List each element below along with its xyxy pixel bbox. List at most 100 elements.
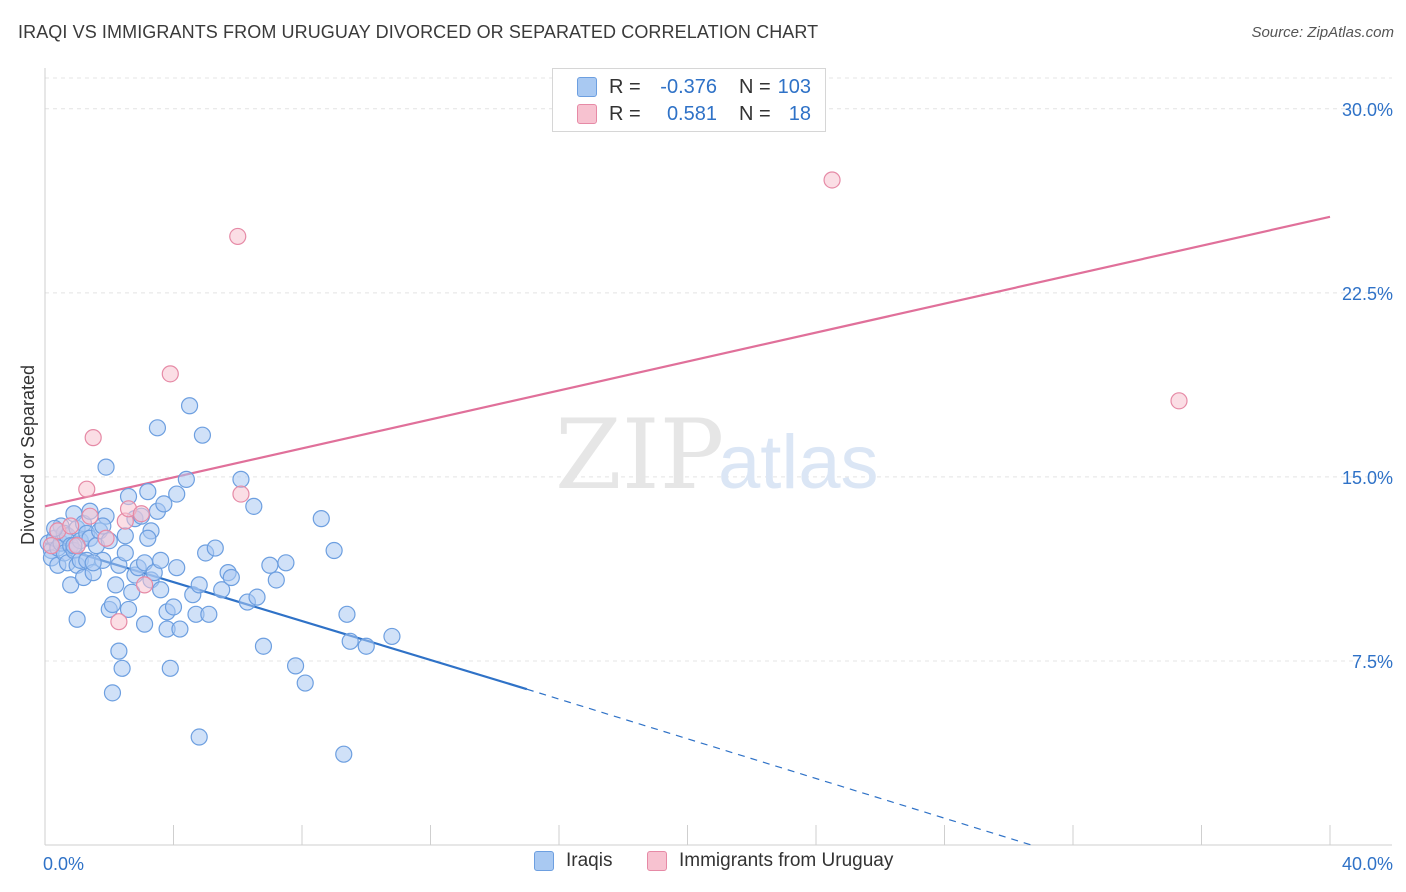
- trend-lines: [44, 215, 1331, 846]
- n-label: N =: [739, 102, 771, 125]
- iraqis-point: [164, 598, 183, 616]
- iraqis-point: [277, 554, 295, 572]
- iraqis-point: [103, 684, 122, 702]
- uruguay-point: [132, 505, 150, 523]
- iraqis-point: [254, 637, 273, 655]
- uruguay-point: [97, 529, 115, 547]
- uruguay-point: [110, 613, 128, 631]
- y-axis-label: Divorced or Separated: [18, 365, 38, 545]
- y-tick-label: 7.5%: [1352, 652, 1393, 672]
- uruguay-swatch: [577, 104, 597, 124]
- iraqis-point: [193, 426, 212, 444]
- iraqis-swatch: [577, 77, 597, 97]
- iraqis-point: [206, 539, 224, 557]
- iraqis-point: [383, 627, 401, 646]
- tick-labels: 7.5% 15.0% 22.5% 30.0% 0.0% 40.0%: [43, 100, 1393, 874]
- x-tick-label-max: 40.0%: [1342, 854, 1393, 874]
- iraqis-point: [119, 600, 138, 619]
- iraqis-point: [123, 583, 141, 601]
- n-label: N =: [739, 75, 771, 98]
- iraqis-point: [113, 659, 131, 677]
- iraqis-point: [152, 551, 170, 569]
- iraqis-point: [107, 576, 125, 594]
- iraqis-point: [84, 554, 102, 572]
- iraqis-point: [62, 576, 80, 594]
- iraqis-point: [267, 571, 285, 589]
- r-label: R =: [609, 75, 641, 98]
- iraqis-point: [245, 497, 263, 515]
- iraqis-point: [200, 605, 218, 623]
- iraqis-point: [232, 470, 250, 488]
- uruguay-point: [135, 576, 154, 594]
- watermark-atlas: atlas: [718, 420, 879, 505]
- iraqis-point: [286, 657, 305, 675]
- uruguay-point: [68, 537, 86, 555]
- iraqis-trend-extrapolation: [526, 688, 1032, 846]
- axes: [44, 68, 1392, 846]
- legend-item-iraqis: Iraqis: [534, 850, 612, 872]
- uruguay-legend-swatch: [647, 851, 667, 871]
- iraqis-point: [312, 510, 330, 528]
- iraqis-point: [161, 659, 179, 677]
- iraqis-point: [341, 632, 359, 650]
- iraqis-point: [171, 620, 189, 638]
- n-value: 103: [777, 75, 811, 98]
- zipatlas-watermark: ZIP atlas: [555, 399, 879, 511]
- uruguay-point: [1170, 392, 1188, 410]
- legend-row-uruguay: R = 0.581 N = 18: [577, 101, 811, 127]
- iraqis-point: [139, 483, 157, 501]
- n-value: 18: [788, 102, 811, 125]
- iraqis-point: [325, 541, 343, 560]
- legend-item-uruguay: Immigrants from Uruguay: [647, 850, 893, 872]
- iraqis-point: [148, 419, 167, 437]
- iraqis-point: [222, 568, 240, 587]
- iraqis-point: [97, 458, 115, 476]
- source-credit: Source: ZipAtlas.com: [1251, 24, 1394, 41]
- y-tick-label: 30.0%: [1342, 100, 1393, 120]
- iraqis-point: [103, 595, 122, 614]
- iraqis-point: [296, 674, 314, 692]
- chart-title: IRAQI VS IMMIGRANTS FROM URUGUAY DIVORCE…: [18, 22, 819, 42]
- iraqis-point: [168, 485, 186, 503]
- iraqis-point: [155, 495, 173, 513]
- iraqis-point: [190, 576, 208, 594]
- iraqis-point: [248, 588, 266, 606]
- uruguay-point: [232, 485, 250, 503]
- uruguay-point: [84, 429, 102, 447]
- uruguay-point: [229, 227, 247, 246]
- iraqis-point: [177, 470, 195, 488]
- data-points: [39, 171, 1188, 763]
- legend-label: Iraqis: [566, 850, 613, 871]
- iraqis-point: [261, 556, 279, 574]
- uruguay-point: [81, 507, 99, 525]
- iraqis-point: [338, 605, 356, 623]
- iraqis-point: [116, 527, 134, 545]
- stats-legend: R = -0.376 N = 103 R = 0.581 N = 18: [552, 68, 826, 132]
- y-tick-label: 15.0%: [1342, 468, 1393, 488]
- iraqis-point: [357, 637, 375, 655]
- iraqis-point: [335, 745, 353, 763]
- iraqis-point: [68, 610, 86, 628]
- uruguay-point: [42, 537, 61, 555]
- uruguay-trend-line: [44, 215, 1331, 508]
- r-value: -0.376: [660, 75, 717, 98]
- legend-row-iraqis: R = -0.376 N = 103: [577, 74, 811, 100]
- y-tick-label: 22.5%: [1342, 284, 1393, 304]
- legend-label: Immigrants from Uruguay: [679, 850, 894, 871]
- r-value: 0.581: [666, 102, 717, 125]
- x-tick-label-min: 0.0%: [43, 854, 84, 874]
- watermark-zip: ZIP: [555, 399, 724, 511]
- uruguay-point: [62, 517, 80, 535]
- iraqis-point: [190, 728, 208, 746]
- r-label: R =: [609, 102, 641, 125]
- iraqis-point: [213, 581, 231, 599]
- iraqis-point: [135, 615, 154, 633]
- uruguay-point: [78, 480, 96, 498]
- uruguay-point: [161, 365, 179, 383]
- iraqis-point: [110, 642, 128, 660]
- uruguay-point: [823, 171, 841, 189]
- iraqis-point: [180, 397, 199, 415]
- iraqis-legend-swatch: [534, 851, 554, 871]
- iraqis-point: [116, 544, 134, 562]
